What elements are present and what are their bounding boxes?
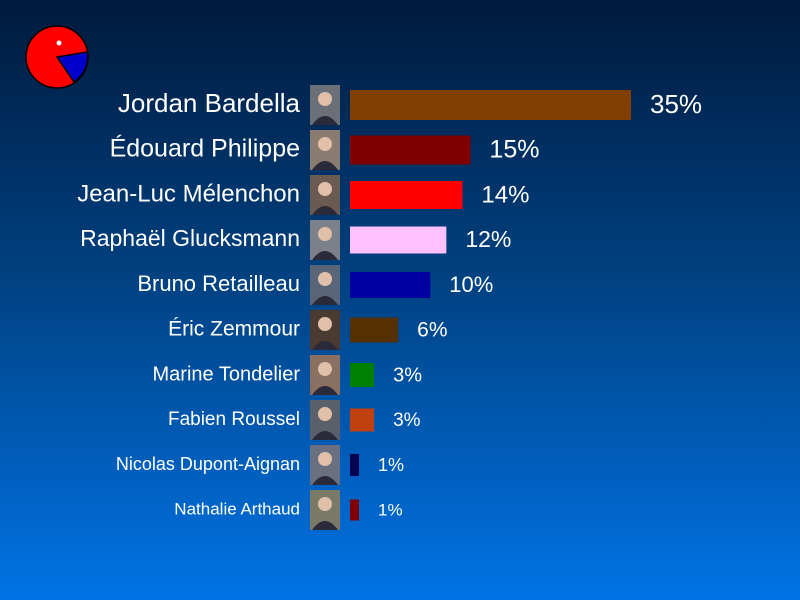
bar-row: Nathalie Arthaud 1% [174,490,403,530]
avatar-icon [310,490,340,530]
bar-row: Édouard Philippe 15% [110,130,539,170]
value-label: 35% [650,89,702,119]
bar [350,181,463,209]
bar-row: Raphaël Glucksmann 12% [80,220,511,260]
avatar-icon [310,265,340,305]
bar-row: Fabien Roussel 3% [168,400,421,440]
category-label: Éric Zemmour [168,318,300,341]
category-label: Nicolas Dupont-Aignan [116,454,300,474]
bar [350,90,631,120]
value-label: 1% [378,500,403,519]
value-label: 3% [393,410,421,431]
avatar-icon [310,130,340,170]
bar-row: Éric Zemmour 6% [168,310,448,350]
bar [350,135,471,165]
bar [350,363,375,387]
bar-row: Marine Tondelier 3% [153,355,422,395]
bar [350,317,399,343]
category-label: Édouard Philippe [110,134,300,163]
category-label: Nathalie Arthaud [174,499,300,518]
value-label: 12% [465,226,511,252]
pie-pacman-logo-icon [25,25,89,89]
value-label: 3% [393,364,422,386]
bar-row: Jordan Bardella 35% [118,85,702,125]
avatar-icon [310,85,340,125]
avatar-icon [310,175,340,215]
category-label: Marine Tondelier [153,363,301,385]
avatar-icon [310,310,340,350]
value-label: 14% [481,181,529,208]
avatar-icon [310,445,340,485]
avatar-icon [310,400,340,440]
value-label: 15% [489,136,539,164]
category-label: Jean-Luc Mélenchon [77,180,300,207]
bar [350,454,359,476]
category-label: Bruno Retailleau [137,271,300,296]
bar [350,408,375,432]
value-label: 6% [417,319,447,342]
value-label: 1% [378,455,404,475]
bar-row: Jean-Luc Mélenchon 14% [77,175,529,215]
category-label: Fabien Roussel [168,409,300,430]
avatar-icon [310,220,340,260]
bar [350,226,447,254]
bar-row: Bruno Retailleau 10% [137,265,493,305]
category-label: Jordan Bardella [118,88,301,118]
avatar-icon [310,355,340,395]
category-label: Raphaël Glucksmann [80,225,300,251]
bar [350,272,431,298]
bar-row: Nicolas Dupont-Aignan 1% [116,445,404,485]
value-label: 10% [449,272,493,297]
bar [350,499,359,521]
